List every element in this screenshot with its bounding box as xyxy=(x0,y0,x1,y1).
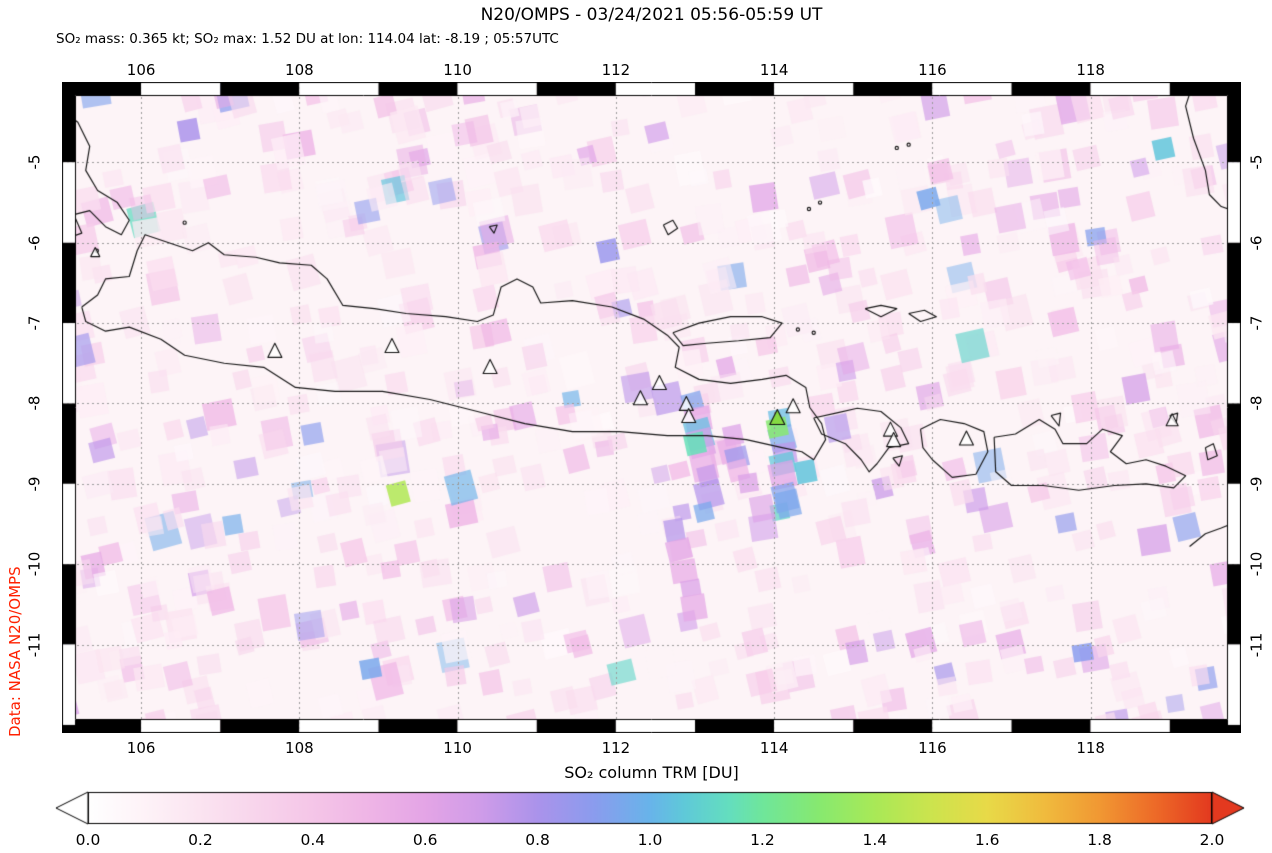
lat-tick-label-right: -7 xyxy=(1247,315,1266,331)
colorbar-tick-label: 0.8 xyxy=(525,831,550,849)
lon-tick-label-top: 110 xyxy=(443,61,472,79)
lat-tick-label-left: -9 xyxy=(25,476,44,492)
colorbar-tick-label: 1.0 xyxy=(637,831,663,849)
lat-tick-label-right: -8 xyxy=(1247,395,1266,411)
lon-tick-label-top: 112 xyxy=(601,61,631,79)
page-title: N20/OMPS - 03/24/2021 05:56-05:59 UT xyxy=(480,5,823,25)
lat-tick-label-right: -11 xyxy=(1247,632,1266,657)
lon-tick-label-bottom: 114 xyxy=(759,739,789,757)
lat-tick-label-left: -8 xyxy=(25,395,44,411)
lon-tick-label-bottom: 110 xyxy=(443,739,472,757)
colorbar-tick-label: 1.4 xyxy=(862,831,888,849)
lat-tick-label-right: -10 xyxy=(1247,551,1266,577)
lon-tick-label-bottom: 106 xyxy=(126,739,156,757)
lat-tick-label-right: -6 xyxy=(1247,235,1266,251)
colorbar-tick-label: 0.4 xyxy=(300,831,326,849)
colorbar-tick-label: 1.8 xyxy=(1087,831,1112,849)
colorbar-tick-label: 1.2 xyxy=(750,831,775,849)
colorbar-tick-label: 0.6 xyxy=(412,831,438,849)
lat-tick-label-left: -10 xyxy=(25,551,44,577)
lat-tick-label-left: -7 xyxy=(25,315,44,331)
lat-tick-label-left: -5 xyxy=(25,154,44,170)
lon-tick-label-bottom: 108 xyxy=(285,739,314,757)
lon-tick-label-bottom: 116 xyxy=(918,739,947,757)
colorbar-title: SO₂ column TRM [DU] xyxy=(564,763,739,782)
lon-tick-label-top: 114 xyxy=(759,61,789,79)
lon-tick-label-top: 116 xyxy=(918,61,947,79)
lon-tick-label-bottom: 112 xyxy=(601,739,631,757)
colorbar-tick-label: 0.0 xyxy=(75,831,101,849)
lat-tick-label-right: -9 xyxy=(1247,476,1266,492)
colorbar-tick-label: 2.0 xyxy=(1199,831,1225,849)
colorbar-tick-label: 1.6 xyxy=(974,831,1000,849)
colorbar xyxy=(55,790,1245,828)
colorbar-tick-label: 0.2 xyxy=(188,831,213,849)
lon-tick-label-top: 118 xyxy=(1076,61,1105,79)
so2-stats-line: SO₂ mass: 0.365 kt; SO₂ max: 1.52 DU at … xyxy=(56,31,559,47)
map-canvas xyxy=(62,82,1241,733)
lon-tick-label-top: 106 xyxy=(126,61,156,79)
lat-tick-label-right: -5 xyxy=(1247,154,1266,170)
lon-tick-label-bottom: 118 xyxy=(1076,739,1105,757)
lat-tick-label-left: -6 xyxy=(25,235,44,251)
lat-tick-label-left: -11 xyxy=(25,632,44,657)
data-credit-label: Data: NASA N20/OMPS xyxy=(6,566,24,737)
lon-tick-label-top: 108 xyxy=(285,61,314,79)
